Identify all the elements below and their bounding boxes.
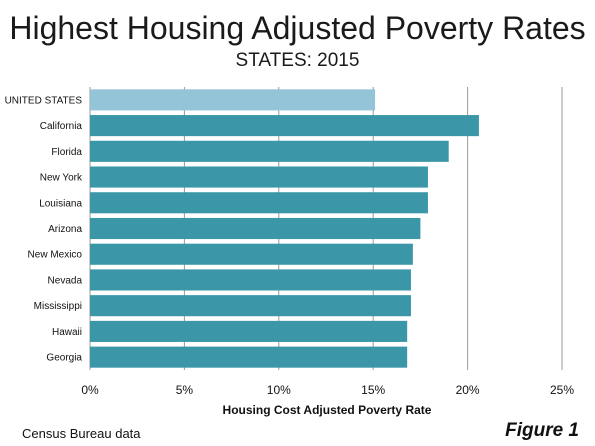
bar [90, 243, 413, 265]
x-tick-label: 25% [550, 383, 574, 397]
bar [90, 166, 428, 188]
bar [90, 320, 408, 342]
source-note: Census Bureau data [22, 426, 141, 441]
x-tick-labels: 0% 5% 10% 15% 20% 25% [81, 383, 574, 397]
category-label: New York [40, 173, 83, 184]
category-label: California [40, 121, 83, 132]
x-tick-label: 15% [361, 383, 385, 397]
bar [90, 346, 408, 368]
bar [90, 115, 479, 137]
category-label: Nevada [48, 275, 83, 286]
category-label: UNITED STATES [5, 95, 83, 106]
x-tick-label: 0% [81, 383, 99, 397]
bar [90, 217, 421, 240]
chart-title: Highest Housing Adjusted Poverty Rates [9, 10, 586, 46]
x-axis-title: Housing Cost Adjusted Poverty Rate [223, 403, 432, 417]
category-label: Mississippi [34, 301, 82, 312]
category-label: Louisiana [39, 198, 82, 209]
bar [90, 295, 411, 317]
x-tick-label: 5% [176, 383, 194, 397]
bar [90, 269, 411, 291]
bar [90, 140, 449, 162]
category-label: Florida [51, 147, 82, 158]
category-label: Hawaii [52, 327, 82, 338]
category-label: New Mexico [28, 250, 83, 261]
bars [90, 89, 479, 368]
bar [90, 89, 376, 111]
figure-label: Figure 1 [505, 420, 579, 441]
category-label: Georgia [46, 353, 82, 364]
category-label: Arizona [48, 224, 82, 235]
category-labels: UNITED STATES California Florida New York Lo… [5, 95, 83, 363]
bar [90, 192, 428, 214]
x-tick-label: 20% [456, 383, 480, 397]
x-tick-label: 10% [267, 383, 291, 397]
chart-subtitle: STATES: 2015 [235, 50, 360, 71]
